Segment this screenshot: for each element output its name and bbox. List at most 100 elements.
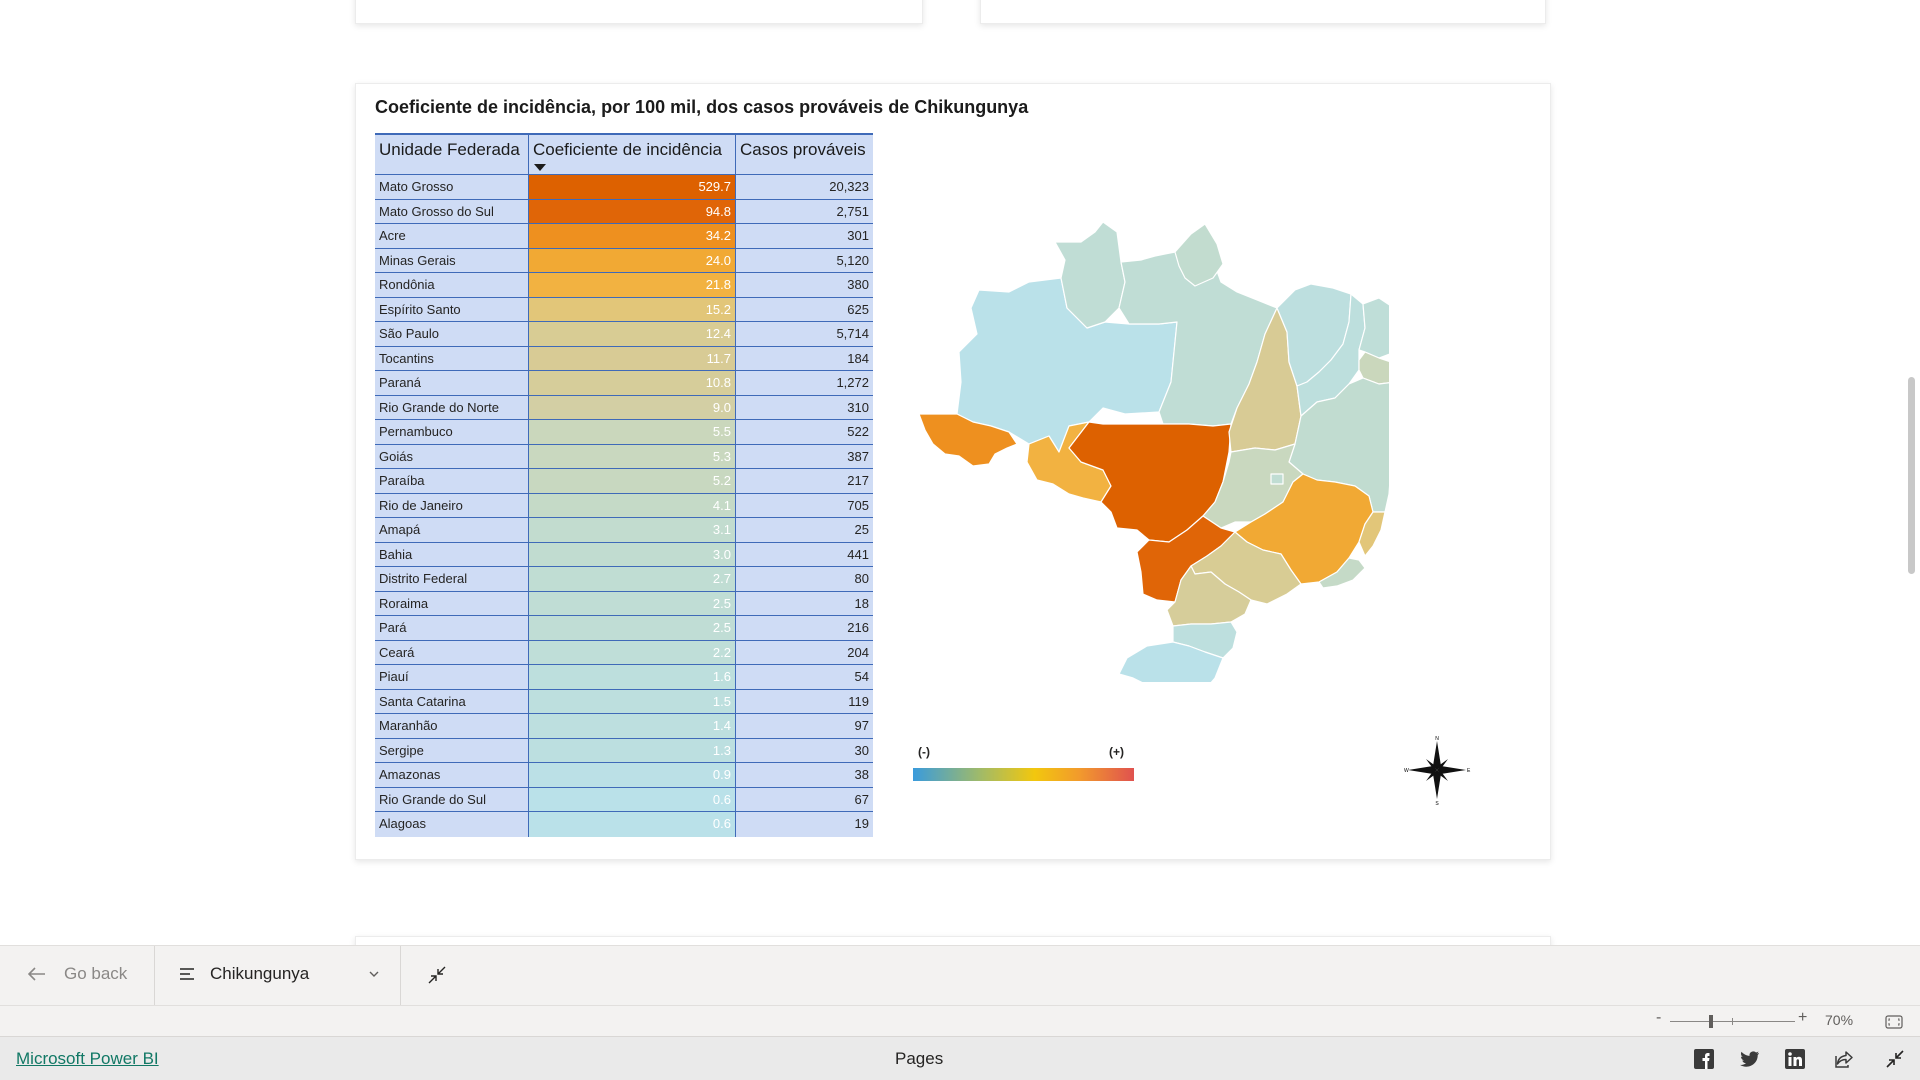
go-back-button[interactable]: Go back (28, 964, 127, 984)
report-canvas: Coeficiente de incidência, por 100 mil, … (355, 0, 1915, 945)
page-selector-dropdown[interactable]: Chikungunya (180, 964, 380, 984)
arrow-left-icon (28, 967, 45, 981)
cell-uf: Rio Grande do Norte (375, 395, 529, 419)
power-bi-link[interactable]: Microsoft Power BI (16, 1049, 159, 1068)
table-row[interactable]: Rio Grande do Sul 0.6 67 (375, 787, 873, 812)
cell-casos: 217 (847, 473, 869, 488)
map-state-RR[interactable] (1054, 221, 1126, 329)
table-row[interactable]: Maranhão 1.4 97 (375, 714, 873, 739)
table-row[interactable]: Tocantins 11.7 184 (375, 346, 873, 371)
table-row[interactable]: Pernambuco 5.5 522 (375, 420, 873, 445)
fit-to-page-icon[interactable] (1885, 1015, 1903, 1029)
table-row[interactable]: Rio Grande do Norte 9.0 310 (375, 395, 873, 420)
cell-casos: 67 (854, 791, 869, 807)
table-row[interactable]: Mato Grosso do Sul 94.8 2,751 (375, 199, 873, 224)
table-row[interactable]: Rondônia 21.8 380 (375, 273, 873, 298)
map-state-AC[interactable] (919, 413, 1018, 467)
pages-label: Pages (895, 1049, 944, 1068)
table-row[interactable]: Amazonas 0.9 38 (375, 763, 873, 788)
cell-uf: Amapá (375, 518, 529, 542)
table-row[interactable]: Mato Grosso 529.7 20,323 (375, 175, 873, 200)
cell-casos: 54 (854, 669, 869, 684)
cell-coef: 94.8 (529, 199, 736, 223)
collapse-nav-icon[interactable] (428, 966, 446, 984)
map-state-RS[interactable] (1118, 641, 1224, 682)
table-row[interactable]: Minas Gerais 24.0 5,120 (375, 248, 873, 273)
table-row[interactable]: Rio de Janeiro 4.1 705 (375, 493, 873, 518)
column-header-coef[interactable]: Coeficiente de incidência (529, 135, 736, 174)
facebook-icon[interactable] (1694, 1049, 1714, 1069)
table-row[interactable]: Piauí 1.6 54 (375, 665, 873, 690)
zoom-out-button[interactable]: - (1656, 1009, 1662, 1026)
column-header-coef-label: Coeficiente de incidência (533, 140, 723, 159)
table-row[interactable]: Bahia 3.0 441 (375, 542, 873, 567)
map-state-DF[interactable] (1270, 473, 1284, 485)
table-row[interactable]: Paraíba 5.2 217 (375, 469, 873, 494)
map-state-PE[interactable] (1358, 351, 1389, 385)
map-state-RJ[interactable] (1318, 557, 1366, 589)
table-row[interactable]: São Paulo 12.4 5,714 (375, 322, 873, 347)
cell-casos: 119 (848, 693, 869, 709)
visual-title: Coeficiente de incidência, por 100 mil, … (375, 97, 1029, 117)
cell-uf: Ceará (375, 640, 529, 664)
table-row[interactable]: Ceará 2.2 204 (375, 640, 873, 665)
nav-divider (400, 946, 401, 1006)
brazil-choropleth-map[interactable] (919, 212, 1389, 682)
column-header-uf[interactable]: Unidade Federada (375, 135, 529, 174)
table-row[interactable]: Pará 2.5 216 (375, 616, 873, 641)
table-row[interactable]: Amapá 3.1 25 (375, 518, 873, 543)
incidence-table[interactable]: Unidade Federada Coeficiente de incidênc… (375, 133, 873, 837)
cell-casos: 522 (847, 424, 869, 439)
table-row[interactable]: Roraima 2.5 18 (375, 591, 873, 616)
zoom-in-button[interactable]: + (1798, 1009, 1808, 1026)
map-state-PR[interactable] (1166, 565, 1252, 627)
table-row[interactable]: Distrito Federal 2.7 80 (375, 567, 873, 592)
cell-coef: 12.4 (529, 322, 736, 346)
cell-casos: 2,751 (836, 203, 869, 219)
cell-uf: Pará (375, 616, 529, 640)
table-row[interactable]: Acre 34.2 301 (375, 224, 873, 249)
linkedin-icon[interactable] (1785, 1049, 1805, 1069)
incidence-visual-card[interactable]: Coeficiente de incidência, por 100 mil, … (355, 83, 1551, 860)
cell-uf: Paraíba (375, 469, 529, 493)
table-row[interactable]: Alagoas 0.6 19 (375, 812, 873, 837)
cell-coef: 1.6 (529, 665, 736, 689)
zoom-slider-thumb[interactable] (1709, 1015, 1713, 1028)
bottom-visual-card (355, 936, 1551, 945)
twitter-icon[interactable] (1740, 1049, 1760, 1069)
fullscreen-exit-icon[interactable] (1885, 1049, 1905, 1069)
compass-s: S (1435, 801, 1439, 805)
cell-casos: 625 (847, 301, 869, 317)
table-row[interactable]: Sergipe 1.3 30 (375, 738, 873, 763)
compass-rose-icon: N S W E (1404, 736, 1471, 805)
table-row[interactable]: Goiás 5.3 387 (375, 444, 873, 469)
map-state-CE[interactable] (1358, 297, 1389, 359)
table-row[interactable]: Espírito Santo 15.2 625 (375, 297, 873, 322)
cell-uf: Minas Gerais (375, 248, 529, 272)
map-state-ES[interactable] (1358, 511, 1386, 557)
cell-uf: Goiás (375, 444, 529, 468)
cell-uf: Mato Grosso (375, 175, 529, 199)
table-row[interactable]: Santa Catarina 1.5 119 (375, 689, 873, 714)
map-state-MG[interactable] (1234, 473, 1374, 585)
share-icon[interactable] (1834, 1049, 1854, 1069)
top-left-visual-card (355, 0, 923, 24)
cell-uf: Distrito Federal (375, 567, 529, 591)
color-scale-legend (913, 768, 1134, 781)
cell-casos: 1,272 (836, 375, 869, 390)
cell-coef: 2.2 (529, 640, 736, 664)
cell-coef: 0.6 (529, 812, 736, 837)
column-header-casos[interactable]: Casos prováveis (740, 140, 866, 159)
sort-descending-icon (534, 164, 546, 171)
map-state-AP[interactable] (1174, 223, 1224, 287)
table-row[interactable]: Paraná 10.8 1,272 (375, 371, 873, 396)
compass-e: E (1467, 768, 1471, 774)
vertical-scrollbar[interactable] (1908, 377, 1915, 574)
cell-coef: 9.0 (529, 395, 736, 419)
cell-casos: 5,714 (836, 326, 869, 341)
page-list-icon (180, 968, 194, 980)
cell-coef: 5.2 (529, 469, 736, 493)
cell-coef: 21.8 (529, 273, 736, 297)
cell-coef: 0.6 (529, 787, 736, 811)
nav-divider (154, 946, 155, 1006)
